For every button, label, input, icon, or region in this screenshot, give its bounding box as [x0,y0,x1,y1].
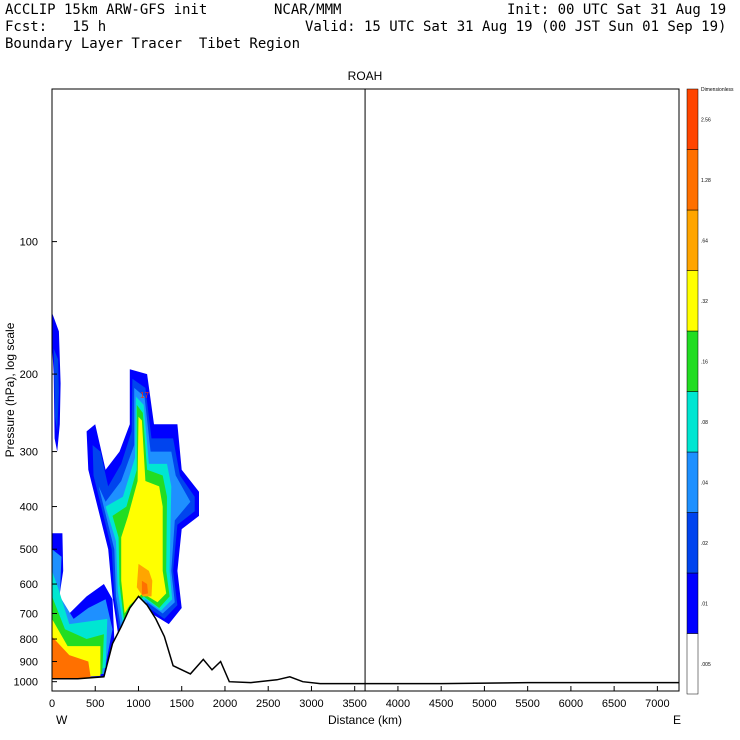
colorbar-swatch [686,633,699,695]
x-tick-label: 500 [86,698,104,710]
y-tick-label: 300 [20,447,38,459]
y-tick-label: 500 [20,544,38,556]
tracer-contours [52,312,199,682]
tracer-region [52,636,91,679]
colorbar-label: 2.56 [701,117,711,123]
plot-frame [51,88,680,692]
colorbar-label: .04 [701,480,708,486]
x-end-label: E [673,713,681,727]
colorbar-swatch [686,512,699,574]
colorbar-label: .64 [701,238,708,244]
colorbar-label: .02 [701,541,708,547]
colorbar-label: .005 [701,662,711,668]
x-tick-label: 3000 [299,698,323,710]
x-tick-label: 6500 [602,698,626,710]
y-tick-label: 800 [20,634,38,646]
header-line3: Boundary Layer Tracer Tibet Region [5,36,301,52]
terrain-fill [52,596,679,691]
y-tick-label: 700 [20,609,38,621]
colorbar-swatch [686,209,699,271]
y-axis-label: Pressure (hPa), log scale [3,322,17,457]
contour-label-annotation: 17 [140,391,149,400]
terrain-profile-line [52,595,679,685]
x-tick-label: 3500 [342,698,366,710]
tracer-region [121,416,167,614]
x-tick-label: 7000 [645,698,669,710]
x-tick-label: 4000 [386,698,410,710]
colorbar-label: .32 [701,299,708,305]
y-tick-label: 600 [20,579,38,591]
tracer-region [136,563,153,597]
header-line1-left: ACCLIP 15km ARW-GFS init [5,2,208,18]
x-tick-label: 6000 [559,698,583,710]
colorbar-label: .01 [701,601,708,607]
colorbar-label: 1.28 [701,178,711,184]
y-tick-label: 1000 [14,677,38,689]
x-tick-label: 1500 [169,698,193,710]
header-line2-right: Valid: 15 UTC Sat 31 Aug 19 (00 JST Sun … [305,19,727,35]
colorbar: .005 .01 .02 .04 .08 .16 .32 .64 1.28 2.56 Dimensi… [686,87,734,695]
y-tick-label: 400 [20,502,38,514]
x-tick-label: 4500 [429,698,453,710]
x-axis-label: Distance (km) [328,713,402,727]
colorbar-label: .08 [701,420,708,426]
y-tick-label: 200 [20,369,38,381]
colorbar-swatch [686,391,699,453]
tracer-region [53,348,59,432]
x-tick-label: 5500 [515,698,539,710]
y-tick-label: 900 [20,657,38,669]
colorbar-swatch [686,270,699,332]
y-tick-label: 100 [20,237,38,249]
header-line1-center: NCAR/MMM [274,2,342,18]
x-tick-label: 2000 [213,698,237,710]
colorbar-swatch [686,149,699,211]
colorbar-swatch [686,572,699,634]
colorbar-label: .16 [701,359,708,365]
tracer-region [141,580,148,595]
x-tick-label: 0 [49,698,55,710]
x-tick-label: 1000 [126,698,150,710]
colorbar-swatch [686,88,699,150]
colorbar-swatch [686,451,699,513]
header-line1-right: Init: 00 UTC Sat 31 Aug 19 [507,2,727,18]
x-tick-label: 2500 [256,698,280,710]
x-tick-label: 5000 [472,698,496,710]
header-line2-left: Fcst: 15 h [5,19,107,35]
colorbar-title: Dimensionless [701,87,734,93]
colorbar-swatch [686,330,699,392]
chart-title: ROAH [348,69,383,83]
x-start-label: W [56,713,68,727]
